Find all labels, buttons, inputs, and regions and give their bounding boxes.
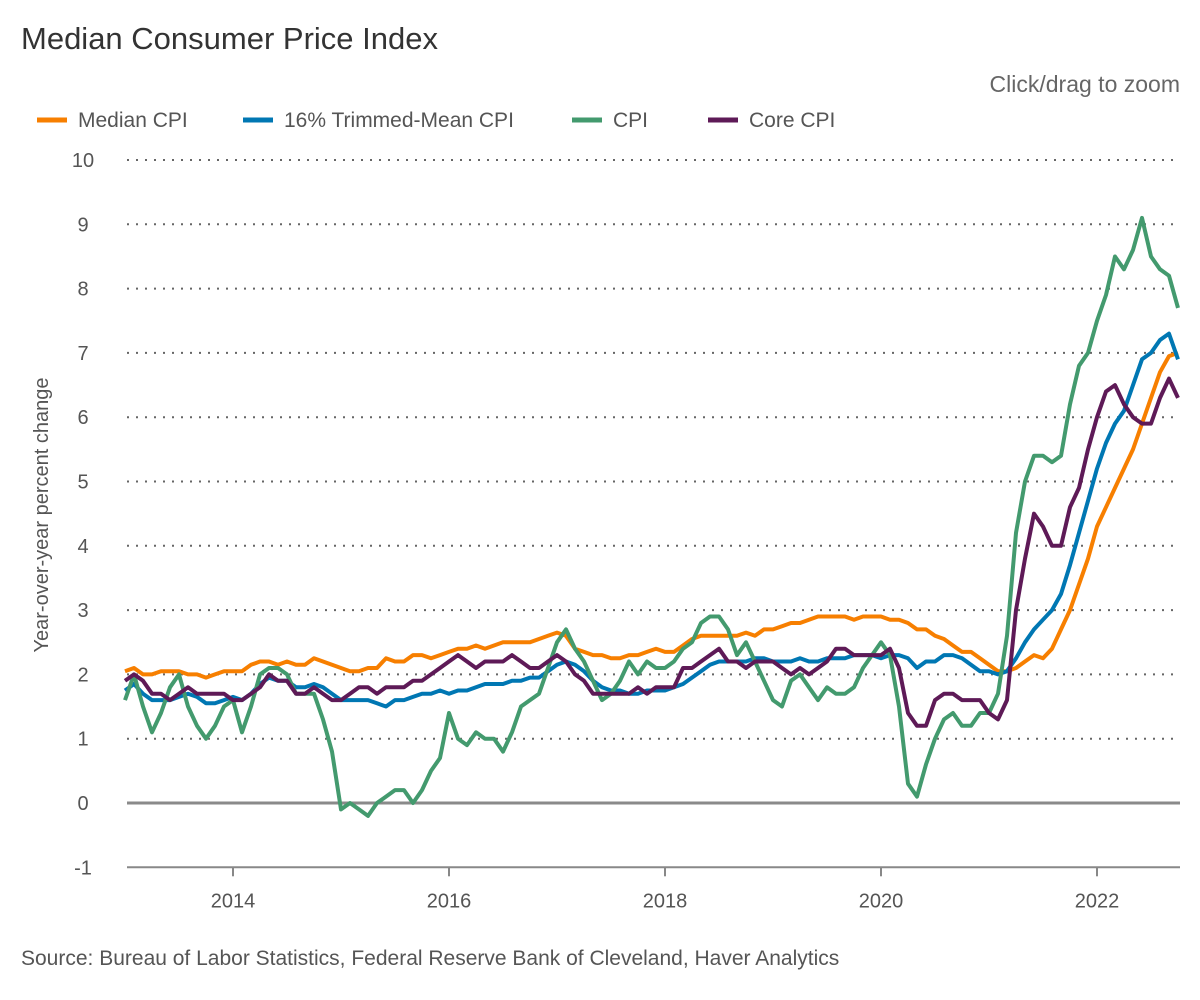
y-tick-label: 5 [77,472,88,494]
legend-label: CPI [613,109,648,132]
y-tick-label: 7 [77,343,88,365]
gridlines [127,159,1180,869]
y-tick-label: 8 [77,279,88,301]
series-line-cpi [123,215,1180,818]
y-tick-label: -1 [74,857,92,879]
zoom-hint: Click/drag to zoom [990,71,1180,97]
legend-label: Median CPI [78,109,188,132]
x-tick-label: 2022 [1075,890,1120,912]
series-lines [123,215,1180,818]
y-axis-label: Year-over-year percent change [31,378,53,653]
source-note: Source: Bureau of Labor Statistics, Fede… [21,947,839,970]
y-tick-label: 10 [72,150,94,172]
y-tick-label: 0 [77,793,88,815]
chart-title: Median Consumer Price Index [21,21,438,56]
x-tick-label: 2020 [859,890,904,912]
legend-item[interactable]: 16% Trimmed-Mean CPI [243,109,514,132]
series-line-core-cpi [123,376,1180,728]
x-tick-label: 2014 [211,890,256,912]
legend-item[interactable]: Core CPI [708,109,835,132]
legend-item[interactable]: CPI [572,109,648,132]
y-tick-label: 9 [77,214,88,236]
legend-label: 16% Trimmed-Mean CPI [284,109,514,132]
x-axis-ticks: 2014 2016 2018 2020 2022 [211,867,1120,912]
x-tick-label: 2018 [643,890,688,912]
y-tick-label: 1 [77,729,88,751]
y-tick-label: 6 [77,407,88,429]
y-tick-label: 3 [77,600,88,622]
y-tick-label: 2 [77,664,88,686]
legend: Median CPI 16% Trimmed-Mean CPI CPI Core CP… [37,109,835,132]
y-axis-ticks: -1 0 1 2 3 4 5 6 7 8 9 10 [72,150,94,879]
y-tick-label: 4 [77,536,88,558]
legend-label: Core CPI [749,109,835,132]
legend-item[interactable]: Median CPI [37,109,188,132]
x-tick-label: 2016 [427,890,472,912]
